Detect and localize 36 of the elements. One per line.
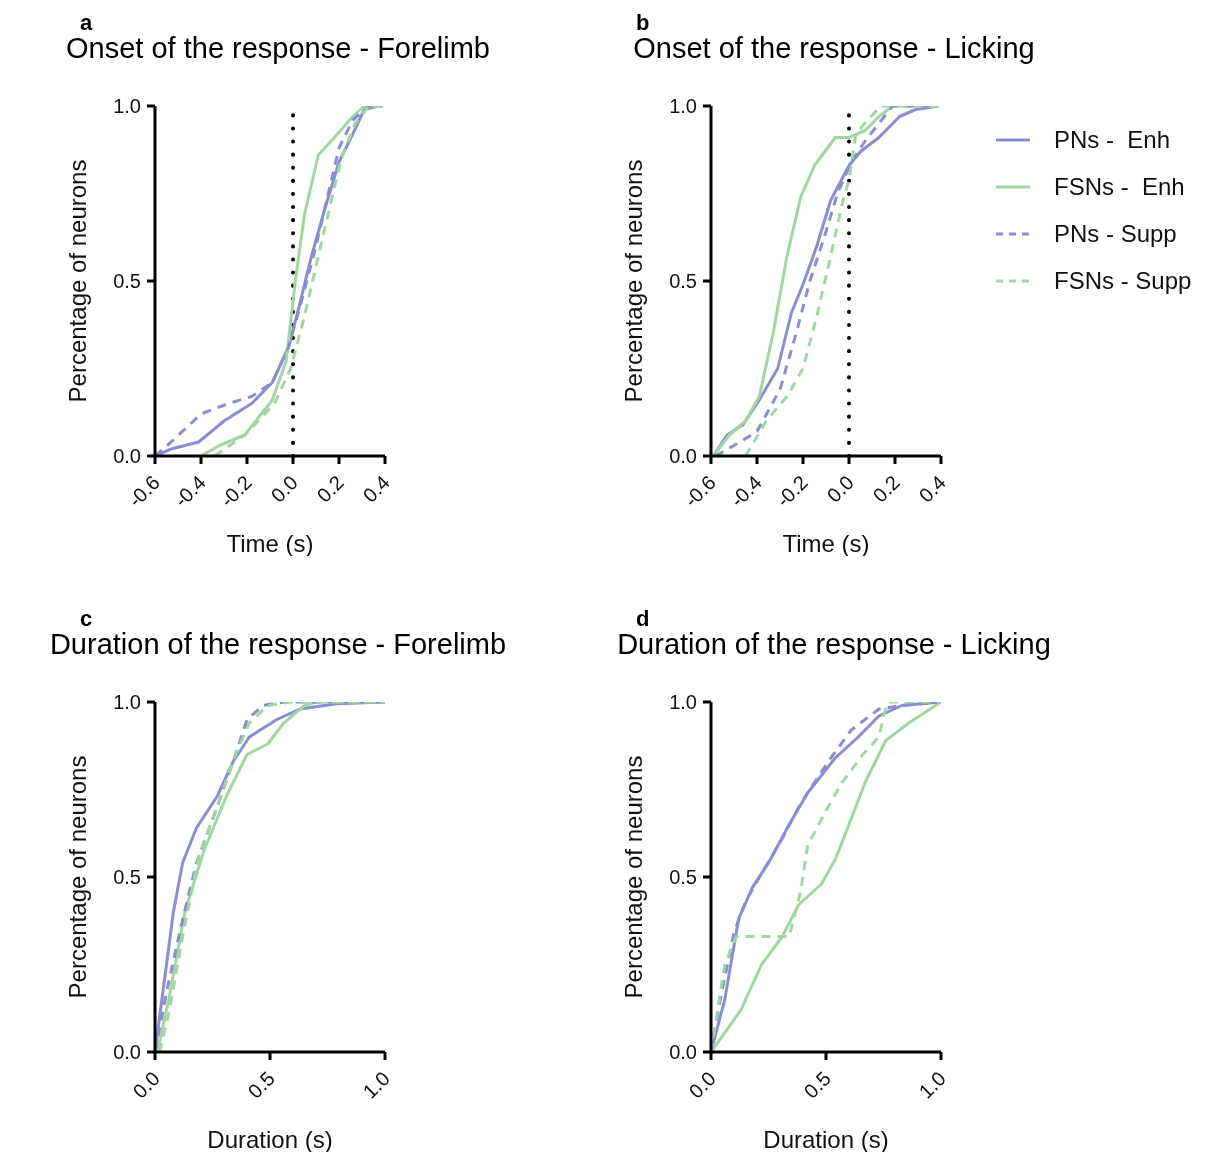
y-tick-label: 0.0 <box>669 1041 697 1063</box>
y-tick-label: 0.0 <box>669 445 697 467</box>
y-axis-title: Percentage of neurons <box>619 159 647 403</box>
legend-label: PNs - Supp <box>1054 219 1177 248</box>
x-tick-label: 0.0 <box>822 471 858 507</box>
x-tick-label: 0.5 <box>243 1067 279 1103</box>
x-tick-label: 0.4 <box>358 471 394 507</box>
legend-label: PNs - Enh <box>1054 125 1171 154</box>
y-tick-label: 0.0 <box>113 1041 141 1063</box>
y-tick-label: 1.0 <box>113 95 141 117</box>
x-tick-label: 1.0 <box>358 1067 394 1103</box>
x-tick-label: -0.2 <box>215 471 256 512</box>
x-tick-label: -0.2 <box>771 471 812 512</box>
x-tick-label: -0.6 <box>123 471 164 512</box>
y-tick-label: 0.5 <box>669 270 697 292</box>
y-tick-label: 0.5 <box>113 866 141 888</box>
x-tick-label: 0.0 <box>266 471 302 507</box>
x-tick-label: 0.4 <box>914 471 950 507</box>
x-tick-label: 0.2 <box>868 471 904 507</box>
y-axis-title: Percentage of neurons <box>63 755 91 999</box>
y-axis-title: Percentage of neurons <box>63 159 91 403</box>
y-tick-label: 0.0 <box>113 445 141 467</box>
legend-label: FSNs - Supp <box>1054 266 1192 295</box>
y-tick-label: 1.0 <box>669 691 697 713</box>
y-tick-label: 0.5 <box>669 866 697 888</box>
y-axis-title: Percentage of neurons <box>619 755 647 999</box>
legend-label: FSNs - Enh <box>1054 172 1185 201</box>
y-tick-label: 0.5 <box>113 270 141 292</box>
x-tick-label: 0.5 <box>799 1067 835 1103</box>
x-tick-label: -0.6 <box>679 471 720 512</box>
y-tick-label: 1.0 <box>669 95 697 117</box>
x-tick-label: -0.4 <box>725 471 766 512</box>
x-tick-label: -0.4 <box>169 471 210 512</box>
x-tick-label: 0.2 <box>312 471 348 507</box>
x-tick-label: 1.0 <box>914 1067 950 1103</box>
y-tick-label: 1.0 <box>113 691 141 713</box>
